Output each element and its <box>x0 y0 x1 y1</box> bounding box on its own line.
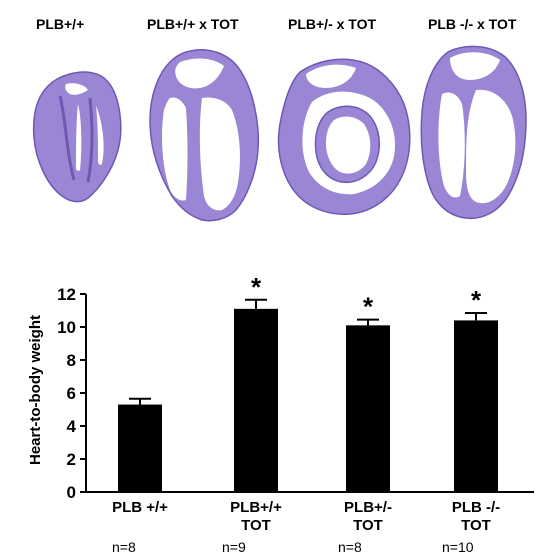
panel-label-plb-wt: PLB+/+ <box>36 16 85 32</box>
sample-size-0: n=8 <box>112 539 136 555</box>
y-tick-label: 4 <box>67 417 77 436</box>
heart-sections-image <box>32 45 527 222</box>
bar <box>118 404 162 492</box>
bar <box>346 325 390 492</box>
y-tick-label: 0 <box>67 483 76 502</box>
heart-section-plb-het-tot <box>277 58 411 215</box>
heart-section-plb-wt-tot <box>149 49 260 222</box>
significance-star: * <box>251 272 262 302</box>
y-tick-label: 12 <box>57 285 76 304</box>
y-tick-label: 8 <box>67 351 76 370</box>
panel-label-plb-ko-tot: PLB -/- x TOT <box>428 16 517 32</box>
x-tick-label: PLB -/- <box>452 499 500 516</box>
sample-size-2: n=8 <box>338 539 362 555</box>
significance-star: * <box>471 285 482 315</box>
significance-markers: * * * <box>251 272 482 322</box>
x-tick-label: PLB+/- <box>344 499 392 516</box>
x-tick-label: PLB+/+ <box>230 499 282 516</box>
y-tick-label: 6 <box>67 384 76 403</box>
bar <box>454 320 498 492</box>
panel-label-plb-het-tot: PLB+/- x TOT <box>288 16 377 32</box>
y-ticks: 0 2 4 6 8 10 12 <box>57 285 86 502</box>
y-tick-label: 2 <box>67 450 76 469</box>
significance-star: * <box>363 292 374 322</box>
sample-size-1: n=9 <box>222 539 246 555</box>
heart-section-plb-ko-tot <box>420 45 527 220</box>
x-tick-label: TOT <box>353 517 383 534</box>
x-tick-label: PLB +/+ <box>112 499 168 516</box>
x-tick-label: TOT <box>461 517 491 534</box>
bars <box>118 308 498 492</box>
heart-section-plb-wt <box>32 71 122 203</box>
x-tick-label: TOT <box>241 517 271 534</box>
sample-size-3: n=10 <box>442 539 474 555</box>
y-tick-label: 10 <box>57 318 76 337</box>
y-axis-label: Heart-to-body weight <box>27 315 44 465</box>
error-bars <box>129 298 487 405</box>
bar <box>234 308 278 492</box>
panel-label-plb-wt-tot: PLB+/+ x TOT <box>147 16 239 32</box>
